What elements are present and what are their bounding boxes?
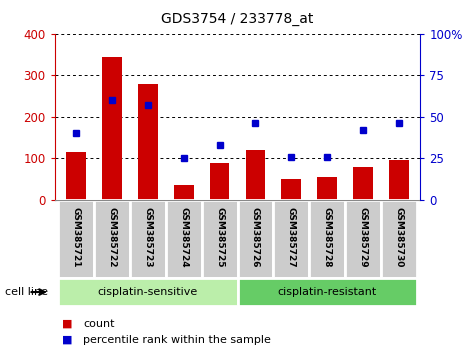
Bar: [238, 278, 417, 306]
Bar: [309, 200, 345, 278]
Bar: [66, 152, 86, 200]
Bar: [353, 167, 373, 200]
Bar: [102, 57, 122, 200]
Text: GSM385725: GSM385725: [215, 207, 224, 268]
Text: GSM385729: GSM385729: [359, 207, 368, 268]
Text: GSM385724: GSM385724: [179, 207, 188, 268]
Text: GSM385726: GSM385726: [251, 207, 260, 268]
Bar: [345, 200, 381, 278]
Text: count: count: [83, 319, 114, 329]
Text: GSM385730: GSM385730: [394, 207, 403, 268]
Text: GSM385721: GSM385721: [72, 207, 81, 268]
Bar: [317, 177, 337, 200]
Bar: [209, 162, 229, 200]
Bar: [281, 179, 301, 200]
Text: GSM385727: GSM385727: [287, 207, 296, 268]
Bar: [58, 278, 238, 306]
Text: cell line: cell line: [5, 287, 48, 297]
Bar: [389, 160, 408, 200]
Text: GSM385722: GSM385722: [107, 207, 116, 268]
Bar: [202, 200, 238, 278]
Text: GSM385728: GSM385728: [323, 207, 332, 268]
Bar: [138, 84, 158, 200]
Bar: [273, 200, 309, 278]
Bar: [166, 200, 202, 278]
Text: cisplatin-sensitive: cisplatin-sensitive: [98, 287, 198, 297]
Text: percentile rank within the sample: percentile rank within the sample: [83, 335, 271, 345]
Bar: [381, 200, 417, 278]
Text: GDS3754 / 233778_at: GDS3754 / 233778_at: [162, 12, 314, 27]
Bar: [246, 150, 266, 200]
Bar: [130, 200, 166, 278]
Text: cisplatin-resistant: cisplatin-resistant: [277, 287, 377, 297]
Bar: [58, 200, 94, 278]
Text: ■: ■: [62, 335, 72, 345]
Bar: [238, 200, 273, 278]
Text: ■: ■: [62, 319, 72, 329]
Bar: [174, 185, 194, 200]
Text: GSM385723: GSM385723: [143, 207, 152, 268]
Bar: [94, 200, 130, 278]
